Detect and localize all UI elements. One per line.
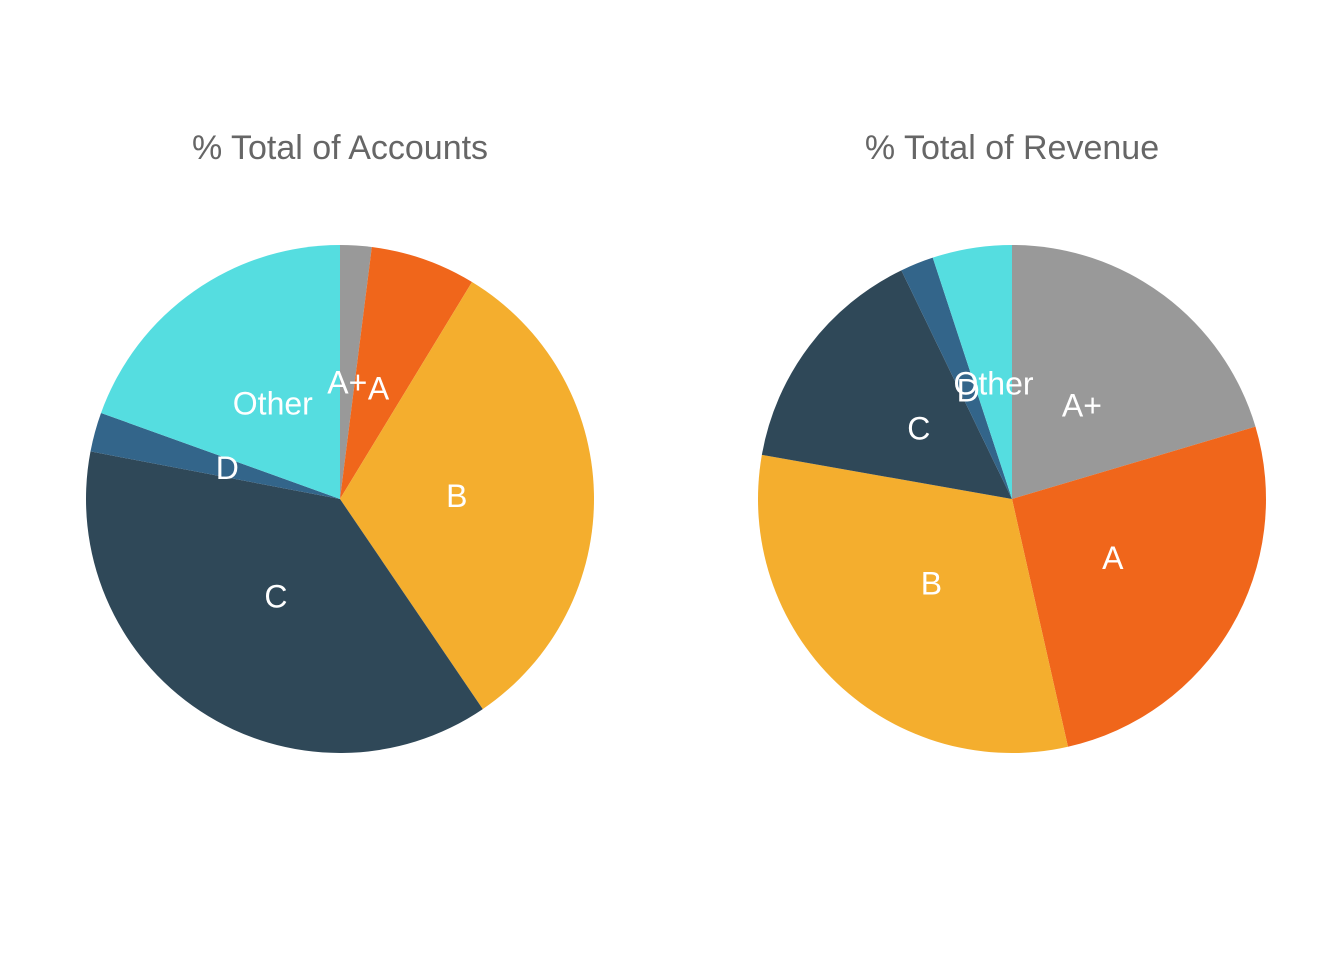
slice-label-d: D — [216, 450, 239, 486]
pie-slice-other — [101, 245, 341, 499]
slice-label-a: A — [1102, 540, 1124, 576]
slice-label-a-plus: A+ — [1062, 387, 1102, 423]
pie-slice-a — [1012, 426, 1266, 747]
slice-label-c: C — [264, 579, 287, 615]
pie-slice-b — [758, 454, 1068, 754]
accounts-pie: A+ A B C D Other — [86, 244, 595, 754]
pie-slice-d — [901, 257, 1012, 499]
accounts-chart-title: % Total of Accounts — [192, 129, 488, 167]
slice-label-b: B — [921, 566, 942, 602]
pie-slice-a-plus — [1012, 245, 1256, 499]
accounts-pie-chart: % Total of Accounts A+ A B C D Other — [86, 129, 595, 754]
slice-label-other: Other — [953, 366, 1033, 402]
slice-label-c: C — [907, 411, 930, 447]
pie-slice-a-plus — [340, 244, 372, 499]
slice-label-d: D — [957, 373, 980, 409]
slice-label-a: A — [368, 371, 390, 407]
pie-slice-a — [340, 247, 473, 499]
revenue-chart-title: % Total of Revenue — [865, 129, 1159, 167]
pie-slice-b — [340, 282, 595, 710]
slice-label-b: B — [446, 478, 467, 514]
pie-slice-d — [90, 412, 340, 499]
pie-slice-other — [932, 245, 1012, 499]
pie-slice-c — [761, 270, 1012, 499]
slice-label-other: Other — [233, 385, 313, 421]
slice-label-a-plus: A+ — [327, 364, 367, 400]
pie-slice-c — [86, 451, 483, 754]
